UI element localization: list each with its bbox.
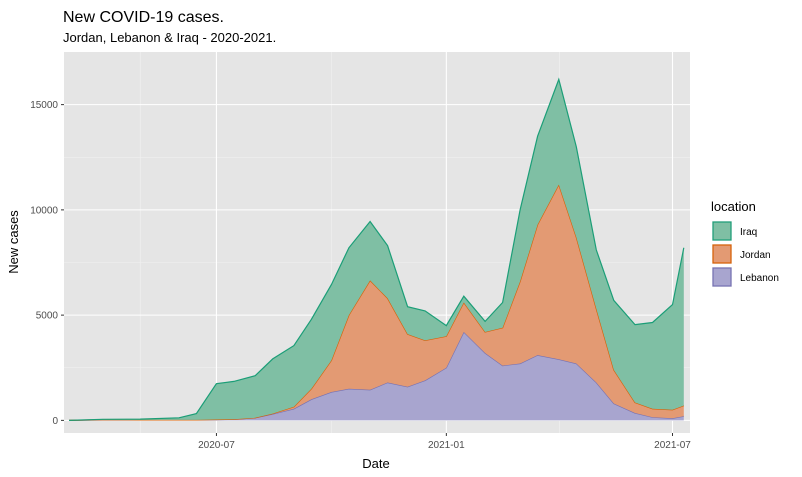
chart-subtitle: Jordan, Lebanon & Iraq - 2020-2021. [63,30,276,45]
y-axis-title: New cases [6,210,21,274]
chart-title: New COVID-19 cases. [63,9,224,26]
y-axis: 0 5000 10000 15000 [30,100,64,427]
legend-label-iraq: Iraq [740,227,757,238]
area-line-iraq [68,77,685,421]
area-lebanon [69,332,684,421]
y-tick-label: 5000 [36,311,59,322]
legend-swatch-jordan [712,244,732,264]
x-axis: 2020-07 2021-01 2021-07 [198,433,691,451]
legend: location Iraq Jordan Lebanon [711,199,779,287]
x-tick-label: 2021-01 [428,440,465,451]
y-tick-label: 10000 [30,205,58,216]
x-tick-label: 2020-07 [198,440,235,451]
y-tick-label: 15000 [30,100,58,111]
area-layers [68,77,685,421]
legend-swatch-lebanon [712,267,732,287]
x-tick-label: 2021-07 [654,440,691,451]
legend-swatch-iraq [712,221,732,241]
legend-label-jordan: Jordan [740,250,771,261]
legend-title: location [711,199,756,214]
x-axis-title: Date [362,456,389,471]
area-iraq [69,79,684,421]
legend-label-lebanon: Lebanon [740,273,779,284]
area-jordan [69,184,684,421]
y-tick-label: 0 [52,416,58,427]
